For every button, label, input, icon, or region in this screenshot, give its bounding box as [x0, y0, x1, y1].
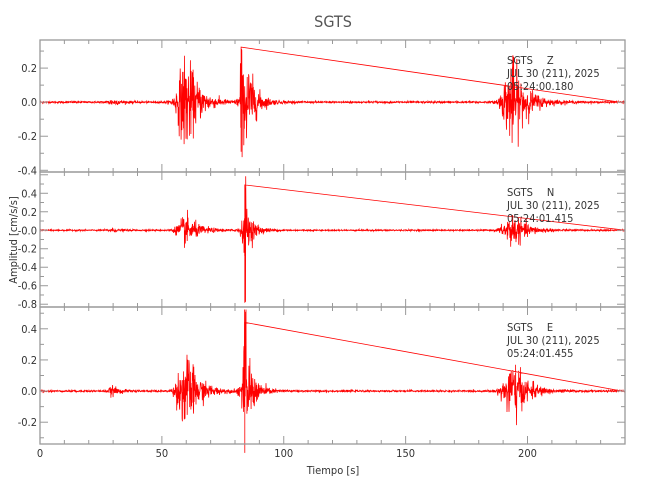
x-axis-label: Tiempo [s]	[306, 464, 360, 477]
station-label: SGTS Z	[507, 54, 554, 67]
component-name: E	[547, 321, 553, 334]
y-tick-label: -0.2	[18, 243, 37, 256]
trace-line-z	[39, 46, 626, 158]
station-name: SGTS	[507, 54, 533, 67]
start-time-label: 05:24:01.455	[507, 347, 573, 360]
start-time-label: 05:24:01.415	[507, 212, 573, 225]
y-tick-label: -0.2	[18, 416, 37, 429]
trace-line-n	[39, 176, 626, 303]
y-tick-label: 0.2	[21, 354, 37, 367]
station-name: SGTS	[507, 186, 533, 199]
y-tick-label: -0.4	[18, 164, 37, 177]
y-tick-label: -0.2	[18, 130, 37, 143]
component-name: Z	[547, 54, 554, 67]
x-tick-label: 0	[37, 447, 43, 460]
x-tick-label: 100	[274, 447, 293, 460]
y-axis-label: Amplitud [cm/s/s]	[7, 196, 20, 284]
trace-line-e	[39, 309, 626, 453]
x-tick-label: 150	[396, 447, 415, 460]
station-label: SGTS E	[507, 321, 553, 334]
component-name: N	[547, 186, 554, 199]
station-label: SGTS N	[507, 186, 554, 199]
y-tick-label: 0.0	[21, 96, 37, 109]
y-tick-label: 0.4	[21, 187, 37, 200]
y-tick-label: -0.0	[18, 224, 37, 237]
station-name: SGTS	[507, 321, 533, 334]
y-tick-label: -0.6	[18, 280, 37, 293]
chart-title: SGTS	[314, 12, 352, 31]
y-tick-label: -0.8	[18, 298, 37, 311]
start-time-label: 05:24:00.180	[507, 80, 573, 93]
y-tick-label: 0.4	[21, 323, 37, 336]
x-tick-label: 50	[156, 447, 169, 460]
x-tick-label: 200	[518, 447, 537, 460]
y-tick-label: 0.0	[21, 385, 37, 398]
date-label: JUL 30 (211), 2025	[506, 67, 600, 80]
y-tick-label: 0.2	[21, 62, 37, 75]
date-label: JUL 30 (211), 2025	[506, 334, 600, 347]
y-tick-label: -0.4	[18, 261, 37, 274]
panel-frame	[39, 171, 626, 308]
y-tick-label: 0.2	[21, 206, 37, 219]
date-label: JUL 30 (211), 2025	[506, 199, 600, 212]
